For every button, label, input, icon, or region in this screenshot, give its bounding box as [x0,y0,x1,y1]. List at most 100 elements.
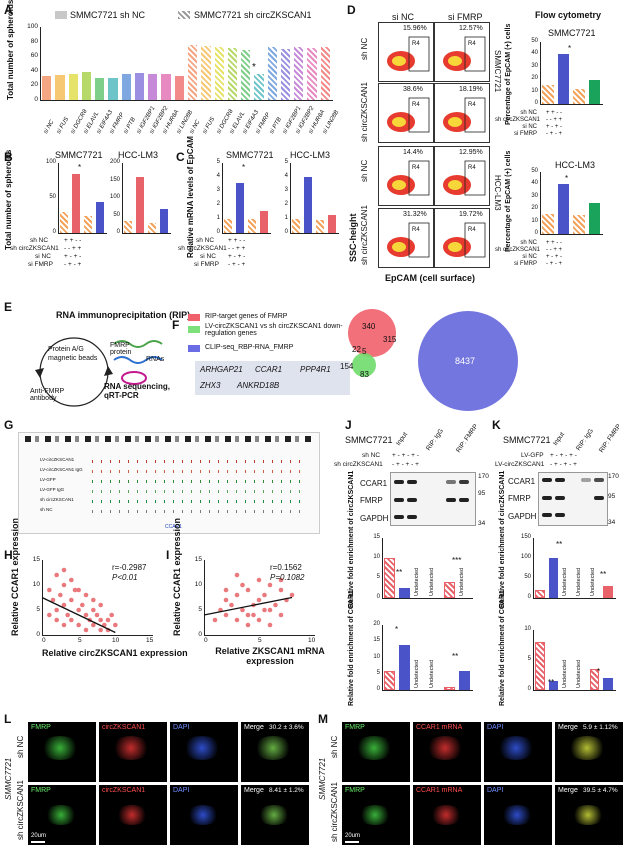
d-flow-svg [443,160,486,196]
h-xtick: 0 [42,637,46,644]
l-cell-signal [111,736,151,760]
d-bar [588,80,600,104]
d-flow-core [392,180,406,190]
j-band [446,498,456,502]
k-col-igg: RIP: IgG [575,427,596,453]
b-axes-1 [58,163,107,234]
a-ytick: 60 [30,52,38,60]
d-top-ytick: 50 [531,38,538,44]
d-gate-label: R4 [468,165,476,171]
i-point [245,622,251,628]
d-flow-plot: 19.72% R4 [434,208,490,268]
panel-label-g: G [4,418,14,432]
c-left-ytick: 3 [216,187,220,193]
d-row-label: si FMRP [514,261,537,267]
e-seq: RNA sequencing, qRT-PCR [104,382,170,400]
legend-sh-circ-swatch [178,11,190,19]
j-ylabel-1: Relative fold enrichment of circZKSCAN1 [348,470,355,608]
f-venn-clip-circle [418,311,518,411]
d-bar-star-1: * [568,44,572,53]
d-gate-label: R4 [412,227,420,233]
d-row-label: sh NC [520,110,537,116]
k-star: * [597,667,601,676]
d-flow-svg [387,222,430,258]
j-top-undetected: Undetected [414,567,420,596]
a-bar [68,73,78,100]
k-top-undetected: Undetected [562,567,569,596]
m-scale-bar-label: 20um [345,833,361,839]
d-gate-r4 [408,36,430,72]
g-track-signal [92,480,302,483]
bc-row-si-fmrp: si FMRP [28,261,53,268]
d-top-ytick: 20 [531,75,538,82]
panel-label-b: B [4,150,13,164]
j-band [394,498,404,502]
h-xlabel: Relative circZKSCAN1 expression [42,648,188,658]
l-image: Merge 8.41 ± 1.2% [241,785,309,845]
a-xtick-label: si NC [189,119,202,135]
k-bottom-ytick: 10 [524,626,531,632]
a-ytick: 40 [30,66,38,74]
c-bar [236,182,244,233]
legend-sh-circ: SMMC7721 sh circZKSCAN1 [194,10,312,20]
h-point [76,622,81,628]
d-bar-axes-1 [540,42,603,105]
b-left-ytick: 50 [49,194,56,200]
k-cell: SMMC7721 [503,435,551,445]
i-point [278,612,284,618]
m-cell: SMMC7721 [318,757,327,800]
e-rna-wave-1 [113,340,163,348]
d-bar-title-hcc: HCC-LM3 [555,160,596,170]
m-cell-signal [500,805,534,825]
d-flow-core [392,242,406,252]
h-point [91,597,96,603]
k-top-ytick: 150 [520,534,531,540]
a-xtick-label: si FUS [202,116,217,135]
i-point [262,592,267,598]
h-xtick: 15 [146,637,154,644]
h-point [69,597,74,603]
d-ylabel: SSC-height [348,213,358,263]
f-gene-box [195,361,350,395]
f-v8437: 8437 [455,356,476,366]
i-axes [204,560,315,636]
c-right-ytick: 2 [284,201,288,207]
d-bar [542,213,554,234]
i-xtick: 10 [308,637,316,644]
m-row-2: sh circZKSCAN1 [330,781,339,842]
k-star: ** [600,570,607,579]
c-axes-2 [290,163,339,234]
f-v315: 315 [383,335,397,344]
j-band [446,480,456,484]
c-bar [316,220,324,233]
d-bar-title-smmc: SMMC7721 [548,28,596,38]
c-title-hcc: HCC-LM3 [290,150,331,160]
d-col-si-fmrp: si FMRP [448,12,483,22]
d-bar [557,184,569,234]
j-top-bar [399,588,410,598]
d-flow-svg [443,222,486,258]
m-channel-label: DAPI [487,787,504,794]
d-row-signs: - + - + [546,261,563,267]
c-left-ytick: 1 [216,215,220,221]
a-bar [81,72,92,100]
legend-sh-nc-swatch [55,11,67,19]
i-point [240,607,245,613]
m-image: Merge 39.5 ± 4.7% [555,785,623,845]
l-cell-signal [186,805,220,825]
j-star: *** [452,556,462,565]
d-gate-label: R4 [412,41,420,47]
c-bar [292,219,300,233]
c-signs-3: + - + - [228,253,246,260]
h-point [80,602,85,608]
b-title-smmc: SMMC7721 [55,150,103,160]
k-top-bar [548,558,559,598]
i-point [245,587,251,593]
i-p: P=0.1082 [270,573,305,582]
m-scale-bar [345,841,359,843]
a-xtick-label: si PTB [268,116,283,135]
d-row2: sh circZKSCAN1 [360,81,369,142]
i-ytick: 5 [198,606,202,613]
k-band [555,513,565,517]
d-flow-core [448,117,462,127]
